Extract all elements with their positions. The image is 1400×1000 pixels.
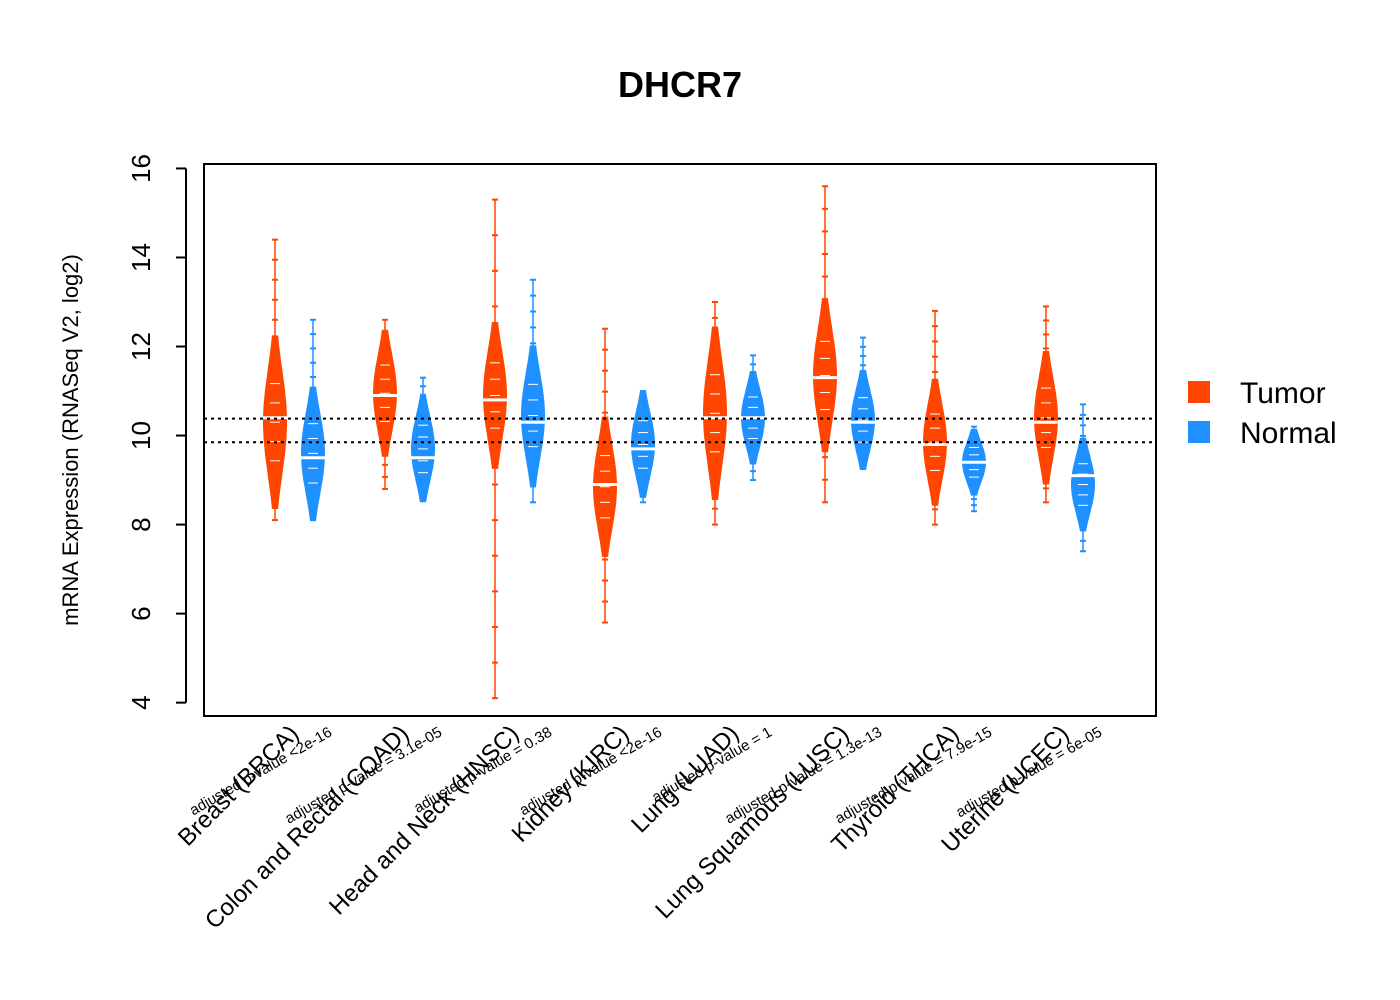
y-tick-label: 4 — [126, 695, 156, 709]
legend-label-tumor: Tumor — [1240, 377, 1326, 410]
legend: Tumor Normal — [1188, 377, 1337, 450]
normal-bean — [519, 278, 547, 504]
y-axis: 4 6 8 10 12 14 16 — [126, 154, 187, 710]
tumor-bean — [1032, 305, 1060, 504]
plot-frame — [203, 163, 1157, 717]
normal-bean — [299, 318, 327, 522]
y-tick-label: 8 — [126, 517, 156, 531]
tumor-bean — [261, 238, 289, 522]
tumor-bean — [701, 301, 729, 526]
legend-swatch-tumor — [1188, 381, 1210, 403]
tumor-bean — [481, 198, 509, 700]
y-tick-label: 10 — [126, 421, 156, 450]
y-axis-label: mRNA Expression (RNASeq V2, log2) — [58, 254, 83, 626]
normal-bean — [409, 376, 437, 503]
x-axis-labels: Breast (BRCA)adjusted p-value <2e-16Colo… — [173, 720, 1105, 934]
tumor-bean — [371, 318, 399, 490]
normal-bean — [629, 390, 657, 504]
y-tick-label: 6 — [126, 606, 156, 620]
normal-bean — [849, 336, 877, 470]
reference-lines — [204, 417, 1156, 444]
chart-title: DHCR7 — [618, 64, 742, 105]
y-tick-label: 12 — [126, 332, 156, 361]
tumor-bean — [591, 327, 619, 624]
legend-swatch-normal — [1188, 421, 1210, 443]
tumor-bean — [811, 185, 839, 504]
normal-bean — [1069, 403, 1097, 553]
legend-label-normal: Normal — [1240, 417, 1337, 450]
normal-bean — [960, 425, 988, 513]
y-tick-label: 14 — [126, 243, 156, 272]
y-tick-label: 16 — [126, 154, 156, 183]
